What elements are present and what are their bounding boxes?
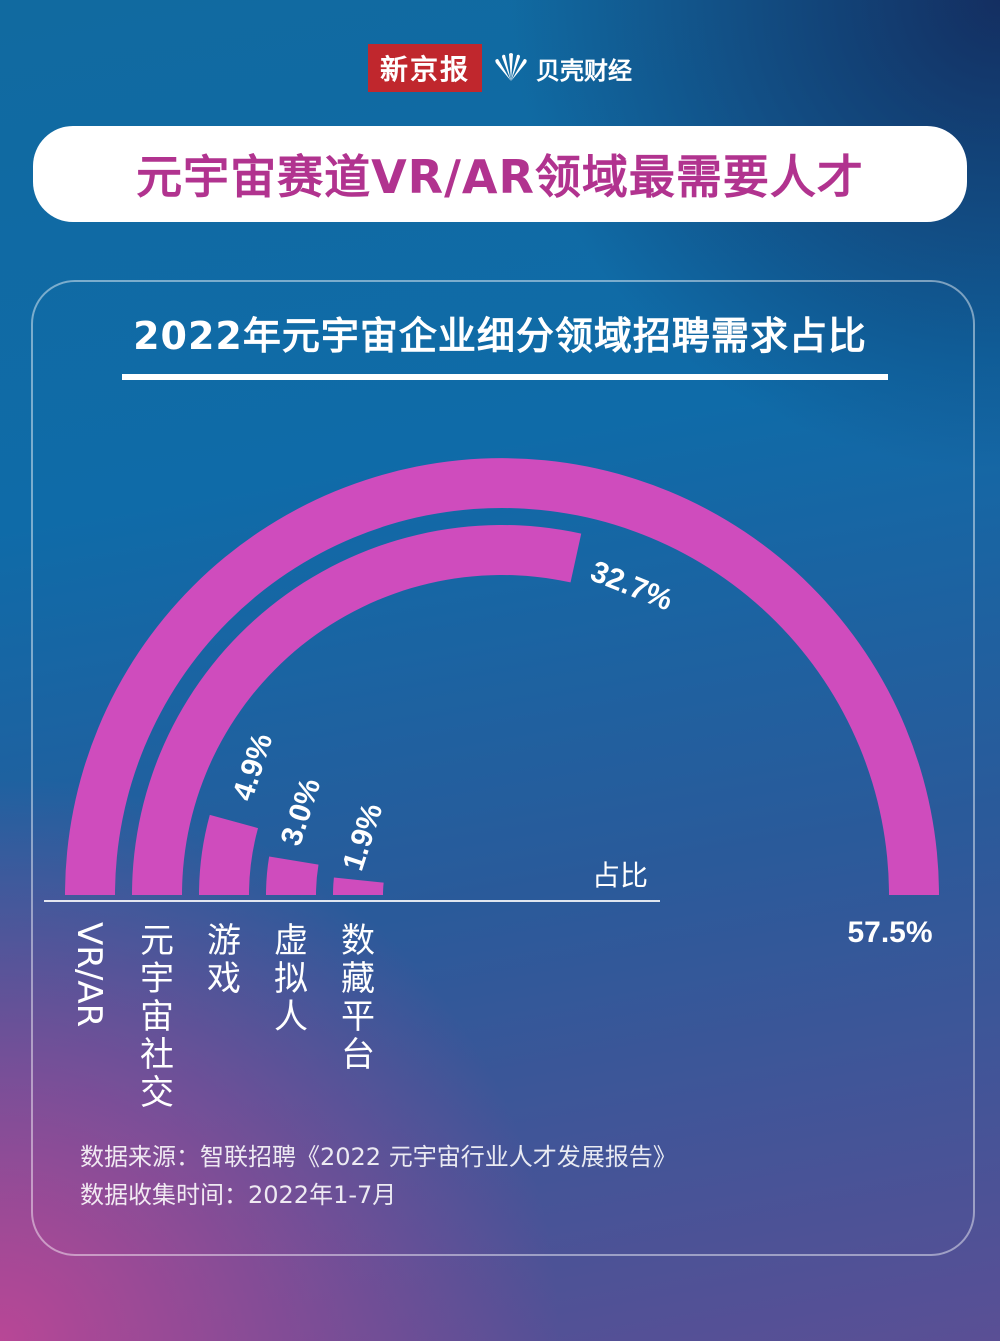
chart-title-underline — [122, 374, 888, 380]
xinjingbao-logo: 新京报 — [367, 44, 482, 92]
arc-bar-1 — [65, 458, 939, 895]
beike-brand-text: 贝壳财经 — [536, 56, 632, 85]
page-title: 元宇宙赛道VR/AR领域最需要人才 — [136, 150, 864, 204]
value-label: 3.0% — [275, 774, 328, 849]
value-label: 32.7% — [586, 555, 677, 617]
chart-title: 2022年元宇宙企业细分领域招聘需求占比 — [133, 314, 867, 358]
chart-frame — [31, 280, 975, 1256]
value-label: 1.9% — [337, 799, 390, 874]
category-label: 元宇宙社交 — [140, 921, 174, 1113]
logo-row: 新京报 贝壳财经 — [0, 44, 1000, 92]
value-label: 4.9% — [227, 729, 280, 804]
title-banner: 元宇宙赛道VR/AR领域最需要人才 — [33, 126, 967, 222]
source-note: 数据来源：智联招聘《2022 元宇宙行业人才发展报告》 数据收集时间：2022年… — [80, 1138, 677, 1214]
category-label: 游戏 — [207, 921, 241, 999]
source-date-line: 数据收集时间：2022年1-7月 — [80, 1181, 397, 1209]
category-label: 数藏平台 — [341, 921, 375, 1075]
axis-label: 占比 — [592, 859, 648, 892]
beike-logo: 贝壳财经 — [492, 51, 632, 86]
arc-bar-3 — [199, 814, 259, 895]
shell-icon — [495, 53, 527, 81]
arc-bar-5 — [333, 877, 384, 895]
arc-bar-4 — [266, 856, 319, 895]
source-line: 数据来源：智联招聘《2022 元宇宙行业人才发展报告》 — [80, 1143, 677, 1171]
value-label: 57.5% — [847, 916, 932, 949]
arc-bar-2 — [132, 525, 582, 895]
category-label: 虚拟人 — [274, 921, 308, 1037]
category-label: VR/AR — [69, 922, 109, 1027]
